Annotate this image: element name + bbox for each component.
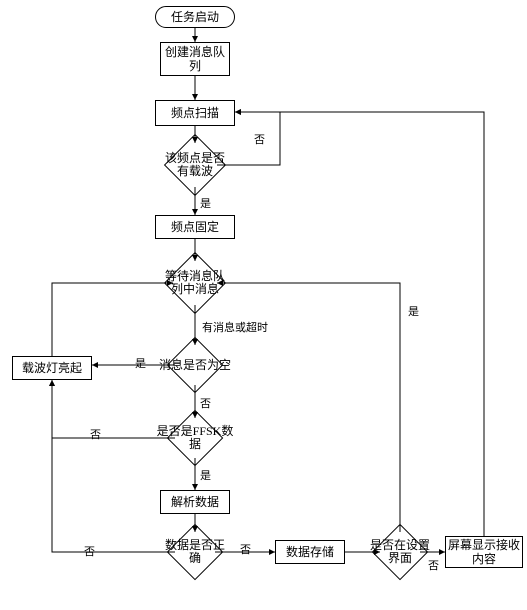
edge-data_ok-carrier_led bbox=[52, 380, 175, 552]
node-create_q: 创建消息队列 bbox=[160, 42, 230, 76]
node-parse: 解析数据 bbox=[160, 490, 230, 514]
node-carrier_led: 载波灯亮起 bbox=[12, 356, 92, 380]
edge-label-3: 是 bbox=[200, 198, 211, 210]
node-start: 任务启动 bbox=[155, 6, 235, 28]
edge-is_ffsk-carrier_led bbox=[52, 380, 175, 438]
edge-in_settings-wait_msg bbox=[217, 283, 400, 532]
node-is_ffsk bbox=[167, 410, 224, 467]
edge-label-11: 否 bbox=[90, 429, 101, 441]
edge-label-10: 是 bbox=[200, 470, 211, 482]
node-in_settings bbox=[372, 524, 429, 581]
node-fix_freq: 频点固定 bbox=[155, 215, 235, 239]
edge-carrier_led-wait_msg bbox=[52, 283, 173, 356]
edge-label-17: 是 bbox=[408, 306, 419, 318]
edge-label-13: 否 bbox=[240, 544, 251, 556]
node-scan: 频点扫描 bbox=[155, 100, 235, 126]
node-msg_empty bbox=[167, 337, 224, 394]
edge-label-9: 否 bbox=[200, 398, 211, 410]
edge-label-6: 有消息或超时 bbox=[202, 322, 268, 334]
node-show_screen: 屏幕显示接收内容 bbox=[445, 536, 523, 568]
edge-label-14: 否 bbox=[84, 546, 95, 558]
edge-label-7: 是 bbox=[135, 358, 146, 370]
edge-show_screen-scan bbox=[235, 112, 484, 536]
node-data_ok bbox=[167, 524, 224, 581]
edge-label-4: 否 bbox=[254, 134, 265, 146]
node-has_carrier bbox=[164, 134, 226, 196]
flowchart-canvas: 任务启动创建消息队列频点扫描该频点是否有载波频点固定等待消息队列中消息消息是否为… bbox=[0, 0, 527, 610]
edge-label-16: 否 bbox=[428, 560, 439, 572]
node-wait_msg bbox=[164, 252, 226, 314]
node-store: 数据存储 bbox=[275, 540, 345, 564]
arrow-layer bbox=[0, 0, 527, 610]
